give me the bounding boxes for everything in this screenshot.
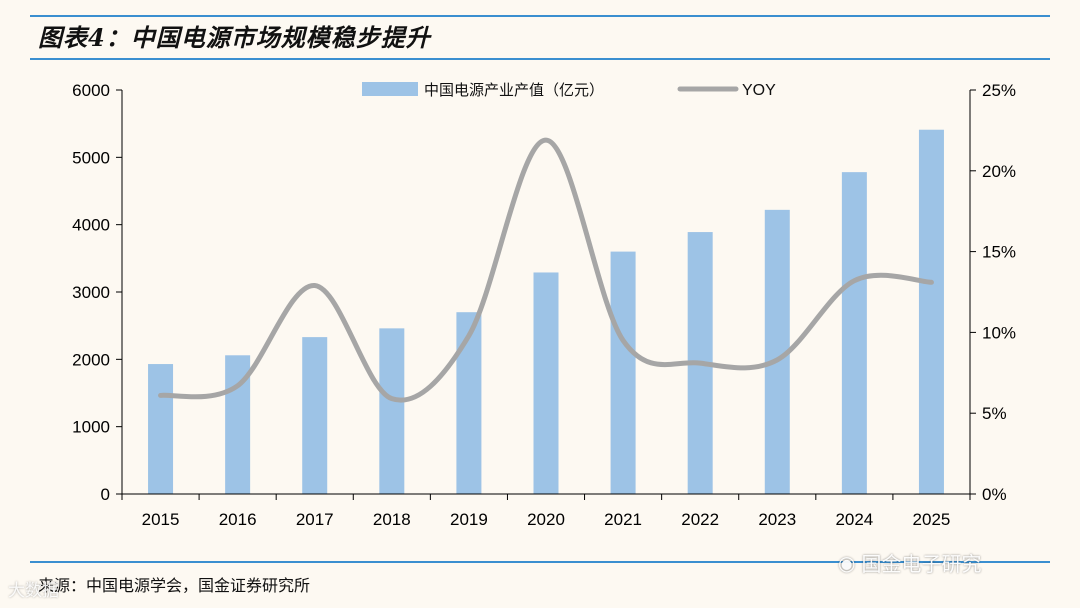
yoy-point-2023 (776, 359, 778, 361)
yoy-point-2022 (699, 362, 701, 364)
y-left-tick-label: 0 (101, 485, 110, 504)
x-tick-label: 2022 (681, 510, 719, 529)
bar-2017 (302, 337, 328, 494)
title-rule (30, 58, 1050, 60)
x-tick-label: 2023 (758, 510, 796, 529)
x-tick-label: 2016 (219, 510, 257, 529)
watermark-left: 大数据 (8, 581, 59, 601)
line-layer (158, 137, 934, 403)
bar-2024 (841, 172, 867, 494)
bar-2019 (456, 312, 482, 494)
yoy-point-2018 (391, 398, 393, 400)
axes-layer: 0 1000 2000 3000 4000 5000 6000 0% 5% 10% 15% 20% 25… (72, 81, 1016, 529)
bar-2018 (379, 328, 405, 494)
source-note: 来源：中国电源学会，国金证券研究所 (38, 576, 311, 595)
yoy-point-2024 (853, 280, 855, 282)
yoy-point-2016 (237, 385, 239, 387)
x-tick-label: 2025 (913, 510, 951, 529)
figure-title: 图表4：中国电源市场规模稳步提升 (38, 23, 431, 52)
legend: 中国电源产业产值（亿元） YOY (362, 81, 776, 99)
y-right-tick-label: 15% (982, 243, 1016, 262)
y-left-tick-label: 2000 (72, 350, 110, 369)
y-right-tick-label: 20% (982, 162, 1016, 181)
watermark-brand: ◉ 国金电子研究 (838, 548, 981, 577)
bar-2020 (533, 272, 559, 494)
x-tick-label: 2018 (373, 510, 411, 529)
wechat-icon: ◉ (838, 550, 856, 575)
x-tick-label: 2024 (835, 510, 873, 529)
y-left-tick-label: 5000 (72, 148, 110, 167)
watermark-brand-text: 国金电子研究 (861, 552, 982, 576)
yoy-point-2020 (545, 139, 547, 141)
y-left-tick-label: 4000 (72, 216, 110, 235)
bar-2021 (610, 251, 636, 494)
y-left-tick-label: 1000 (72, 418, 110, 437)
y-right-tick-label: 5% (982, 404, 1007, 423)
legend-bar-label: 中国电源产业产值（亿元） (424, 81, 604, 99)
legend-line-label: YOY (742, 82, 776, 99)
top-rule (30, 15, 1050, 17)
yoy-point-2015 (160, 394, 162, 396)
x-tick-label: 2021 (604, 510, 642, 529)
y-right-tick-label: 0% (982, 485, 1007, 504)
y-right-tick-label: 10% (982, 323, 1016, 342)
x-tick-label: 2017 (296, 510, 334, 529)
x-tick-label: 2019 (450, 510, 488, 529)
bar-2015 (148, 364, 174, 494)
legend-bar-swatch (362, 82, 418, 96)
yoy-point-2017 (314, 285, 316, 287)
yoy-point-2019 (468, 335, 470, 337)
source-rule (30, 561, 1050, 563)
y-right-tick-label: 25% (982, 81, 1016, 100)
bar-2025 (918, 129, 944, 494)
y-left-tick-label: 6000 (72, 81, 110, 100)
yoy-line (158, 137, 934, 403)
x-tick-label: 2020 (527, 510, 565, 529)
bars-layer (148, 129, 944, 494)
y-left-tick-label: 3000 (72, 283, 110, 302)
yoy-point-2025 (930, 281, 932, 283)
yoy-point-2021 (622, 339, 624, 341)
x-tick-label: 2015 (142, 510, 180, 529)
